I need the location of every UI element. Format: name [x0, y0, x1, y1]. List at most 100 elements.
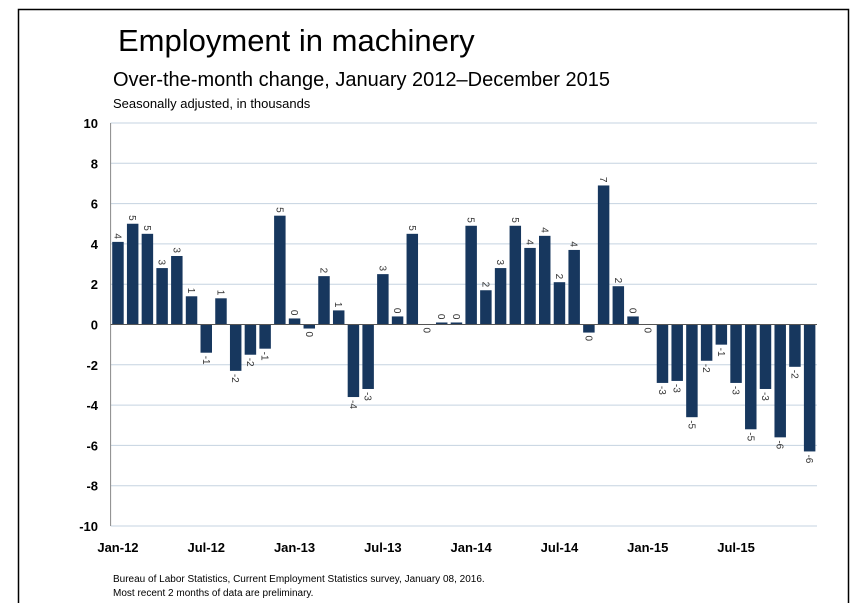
bar: [185, 296, 198, 325]
bar: [494, 268, 507, 325]
value-label: 2: [553, 274, 564, 280]
y-tick-label: 0: [91, 318, 98, 333]
bar: [244, 324, 257, 355]
value-label: 4: [568, 241, 579, 247]
value-label: 4: [524, 239, 535, 245]
value-label: 2: [317, 268, 328, 274]
value-label: 0: [303, 332, 314, 338]
x-tick-label: Jul-15: [717, 540, 755, 555]
bar: [391, 316, 404, 325]
value-label: 5: [141, 225, 152, 231]
bar: [406, 233, 419, 325]
value-label: 0: [435, 314, 446, 320]
bar: [215, 298, 227, 325]
value-label: 3: [170, 247, 181, 253]
value-label: -3: [656, 386, 667, 395]
value-label: 0: [582, 336, 593, 342]
value-label: -5: [744, 432, 755, 441]
value-label: 4: [111, 233, 122, 239]
bar: [553, 282, 566, 325]
value-label: -2: [229, 374, 240, 383]
chart-subtitle: Over-the-month change, January 2012–Dece…: [113, 69, 610, 91]
value-label: 5: [509, 217, 520, 223]
value-label: 0: [421, 328, 432, 334]
bar: [789, 324, 801, 367]
frame: [17, 8, 850, 603]
bar: [377, 274, 389, 325]
value-label: 0: [391, 308, 402, 314]
x-tick-label: Jan-15: [627, 540, 668, 555]
bar: [583, 324, 595, 333]
bar: [288, 318, 301, 325]
bar: [730, 324, 742, 383]
value-label: 0: [627, 308, 638, 314]
x-tick-label: Jan-12: [97, 540, 138, 555]
value-label: -2: [788, 370, 799, 379]
value-label: -1: [200, 356, 211, 365]
y-tick-label: -2: [86, 358, 98, 373]
value-label: 1: [185, 288, 196, 294]
value-label: -2: [244, 358, 255, 367]
x-tick-label: Jan-13: [274, 540, 315, 555]
value-label: -5: [685, 420, 696, 429]
value-label: -3: [730, 386, 741, 395]
bar: [715, 324, 728, 345]
bar: [200, 324, 212, 353]
bar: [347, 324, 360, 398]
bar: [171, 255, 183, 325]
value-label: 2: [479, 282, 490, 288]
bar: [656, 324, 669, 383]
bar: [745, 324, 757, 430]
y-tick-label: 2: [91, 277, 98, 292]
bar: [597, 185, 610, 325]
bar: [259, 324, 271, 349]
chart-note: Seasonally adjusted, in thousands: [113, 96, 311, 111]
y-tick-label: -6: [86, 438, 98, 453]
bar: [332, 310, 345, 325]
bar: [627, 316, 639, 325]
bar: [539, 235, 551, 325]
chart-title: Employment in machinery: [118, 23, 475, 58]
bar: [435, 322, 448, 325]
bar: [774, 324, 786, 438]
y-tick-label: 8: [91, 156, 98, 171]
value-label: 7: [597, 177, 608, 183]
value-label: 1: [332, 302, 343, 308]
value-label: 3: [494, 260, 505, 266]
bar: [126, 223, 139, 325]
bar: [112, 241, 124, 325]
value-label: 2: [612, 278, 623, 284]
bar: [524, 247, 536, 325]
bar: [465, 225, 477, 325]
value-label: 5: [273, 207, 284, 213]
x-tick-label: Jul-12: [187, 540, 225, 555]
source: Bureau of Labor Statistics, Current Empl…: [113, 574, 485, 585]
value-label: -3: [759, 392, 770, 401]
bar: [303, 324, 316, 329]
x-tick-label: Jan-14: [451, 540, 493, 555]
value-label: 4: [538, 227, 549, 233]
value-label: 1: [214, 290, 225, 296]
bar: [229, 324, 242, 371]
bar: [612, 286, 625, 325]
value-label: 5: [406, 225, 417, 231]
y-tick-label: 6: [91, 197, 98, 212]
value-label: -3: [362, 392, 373, 401]
bar: [156, 268, 168, 325]
y-tick-label: -4: [86, 398, 98, 413]
bar: [671, 324, 683, 381]
value-label: 0: [450, 314, 461, 320]
bar: [686, 324, 698, 418]
bar: [759, 324, 772, 389]
value-label: -4: [347, 400, 358, 409]
value-label: 5: [465, 217, 476, 223]
value-label: -2: [700, 364, 711, 373]
value-label: 0: [641, 328, 652, 334]
bar: [318, 276, 330, 325]
value-label: 5: [126, 215, 137, 221]
value-label: -6: [774, 440, 785, 449]
bar: [509, 225, 522, 325]
bar: [480, 290, 492, 325]
value-label: 0: [288, 310, 299, 316]
